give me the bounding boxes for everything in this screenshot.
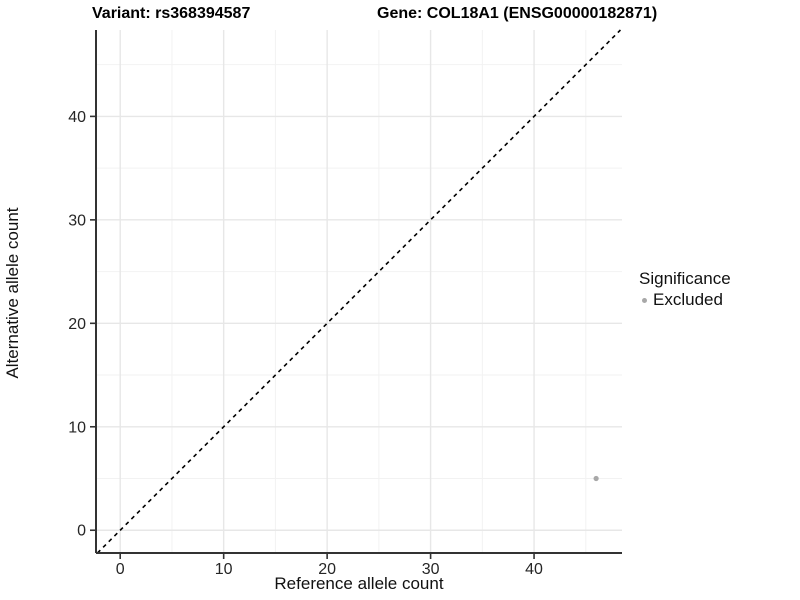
x-tick-label: 40 <box>525 561 543 578</box>
legend-point-icon <box>642 297 647 303</box>
variant-title: Variant: rs368394587 <box>92 5 251 22</box>
legend-entry-label: Excluded <box>653 290 723 309</box>
y-tick-label: 10 <box>68 419 86 436</box>
legend: Significance Excluded <box>639 269 731 310</box>
x-tick-label: 0 <box>116 561 125 578</box>
identity-line <box>96 29 622 554</box>
y-axis-title: Alternative allele count <box>3 207 22 379</box>
y-tick-label: 40 <box>68 109 86 126</box>
legend-title: Significance <box>639 269 731 288</box>
x-tick-label: 10 <box>215 561 233 578</box>
x-tick-label: 30 <box>422 561 440 578</box>
gene-title: Gene: COL18A1 (ENSG00000182871) <box>377 5 658 22</box>
data-point <box>593 475 599 482</box>
y-tick-label: 0 <box>77 523 86 540</box>
y-tick-label: 20 <box>68 316 86 333</box>
x-axis-title: Reference allele count <box>274 574 444 593</box>
legend-entry: Excluded <box>639 290 731 310</box>
y-tick-label: 30 <box>68 212 86 229</box>
x-tick-label: 20 <box>318 561 336 578</box>
